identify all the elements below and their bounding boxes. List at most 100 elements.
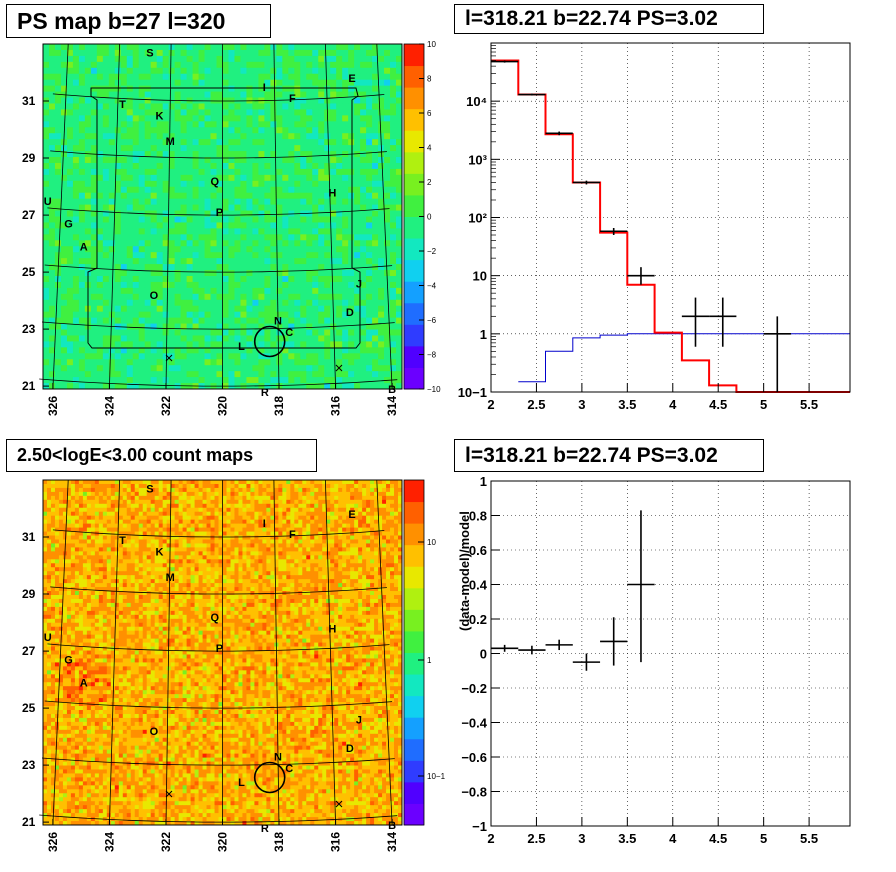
heatmap-pixel — [126, 180, 134, 188]
heatmap-pixel — [228, 198, 235, 206]
heatmap-pixel — [378, 491, 383, 497]
heatmap-pixel — [360, 359, 367, 366]
heatmap-pixel — [302, 527, 307, 532]
heatmap-pixel — [396, 299, 403, 307]
heatmap-pixel — [138, 519, 144, 525]
heatmap-pixel — [102, 97, 110, 104]
heatmap-pixel — [282, 97, 289, 104]
heatmap-pixel — [168, 365, 176, 372]
heatmap-pixel — [222, 162, 229, 170]
heatmap-pixel — [86, 483, 92, 489]
heatmap-pixel — [362, 495, 367, 501]
heatmap-pixel — [174, 491, 180, 497]
heatmap-pixel — [336, 168, 343, 176]
heatmap-pixel — [43, 287, 50, 295]
heatmap-pixel — [132, 270, 140, 277]
heatmap-pixel — [210, 133, 217, 140]
heatmap-pixel — [144, 145, 152, 152]
heatmap-pixel — [58, 491, 64, 497]
heatmap-pixel — [372, 210, 379, 217]
heatmap-pixel — [372, 246, 379, 253]
heatmap-pixel — [174, 519, 180, 525]
heatmap-pixel — [372, 127, 379, 134]
source-label: J — [356, 279, 362, 291]
heatmap-pixel — [354, 67, 361, 75]
heatmap-pixel — [348, 157, 355, 164]
heatmap-pixel — [360, 210, 367, 217]
heatmap-pixel — [66, 234, 74, 241]
heatmap-pixel — [246, 480, 251, 485]
heatmap-pixel — [216, 121, 223, 128]
heatmap-pixel — [134, 511, 140, 517]
heatmap-pixel — [330, 287, 337, 295]
heatmap-pixel — [60, 115, 68, 122]
heatmap-pixel — [300, 341, 307, 348]
heatmap-pixel — [102, 270, 110, 277]
heatmap-pixel — [354, 480, 359, 485]
heatmap-pixel — [162, 499, 168, 505]
heatmap-pixel — [288, 192, 295, 200]
heatmap-pixel — [96, 103, 104, 110]
heatmap-pixel — [72, 127, 80, 134]
heatmap-pixel — [198, 335, 205, 342]
heatmap-pixel — [286, 519, 291, 525]
heatmap-pixel — [180, 127, 187, 134]
heatmap-pixel — [312, 228, 319, 235]
heatmap-pixel — [318, 335, 325, 342]
heatmap-pixel — [246, 157, 253, 164]
heatmap-pixel — [66, 519, 72, 525]
heatmap-pixel — [298, 503, 303, 509]
heatmap-pixel — [144, 168, 152, 176]
heatmap-pixel — [294, 198, 301, 206]
heatmap-pixel — [156, 240, 164, 247]
heatmap-pixel — [186, 359, 193, 366]
heatmap-pixel — [258, 44, 265, 51]
heatmap-pixel — [234, 491, 239, 497]
heatmap-pixel — [186, 151, 193, 158]
heatmap-pixel — [90, 139, 98, 146]
heatmap-pixel — [360, 270, 367, 277]
heatmap-pixel — [330, 61, 337, 69]
heatmap-pixel — [384, 228, 391, 235]
heatmap-pixel — [48, 371, 56, 378]
heatmap-pixel — [78, 210, 86, 217]
heatmap-pixel — [82, 519, 88, 525]
heatmap-pixel — [318, 305, 325, 313]
heatmap-pixel — [96, 264, 104, 271]
heatmap-pixel — [180, 44, 187, 51]
heatmap-pixel — [174, 335, 182, 342]
heatmap-pixel — [384, 97, 391, 104]
heatmap-pixel — [126, 264, 134, 271]
heatmap-pixel — [372, 61, 379, 69]
heatmap-pixel — [58, 499, 64, 505]
heatmap-pixel — [378, 44, 385, 51]
heatmap-pixel — [384, 151, 391, 158]
heatmap-pixel — [330, 109, 337, 116]
heatmap-pixel — [396, 145, 403, 152]
heatmap-pixel — [204, 341, 211, 348]
heatmap-pixel — [372, 216, 379, 223]
heatmap-pixel — [78, 293, 86, 301]
heatmap-pixel — [270, 115, 277, 122]
heatmap-pixel — [96, 157, 104, 164]
heatmap-pixel — [270, 311, 277, 319]
heatmap-pixel — [43, 491, 48, 497]
heatmap-pixel — [192, 377, 199, 384]
heatmap-pixel — [378, 180, 385, 188]
heatmap-pixel — [198, 240, 205, 247]
heatmap-pixel — [366, 67, 373, 75]
heatmap-pixel — [182, 480, 187, 485]
heatmap-pixel — [294, 353, 301, 360]
heatmap-pixel — [222, 252, 229, 259]
heatmap-pixel — [90, 264, 98, 271]
heatmap-pixel — [120, 192, 128, 200]
heatmap-pixel — [120, 371, 128, 378]
heatmap-pixel — [142, 519, 148, 525]
heatmap-pixel — [86, 535, 92, 540]
heatmap-pixel — [204, 258, 211, 265]
heatmap-pixel — [330, 293, 337, 301]
heatmap-pixel — [102, 527, 108, 532]
heatmap-pixel — [312, 162, 319, 170]
heatmap-pixel — [192, 341, 199, 348]
heatmap-pixel — [282, 103, 289, 110]
